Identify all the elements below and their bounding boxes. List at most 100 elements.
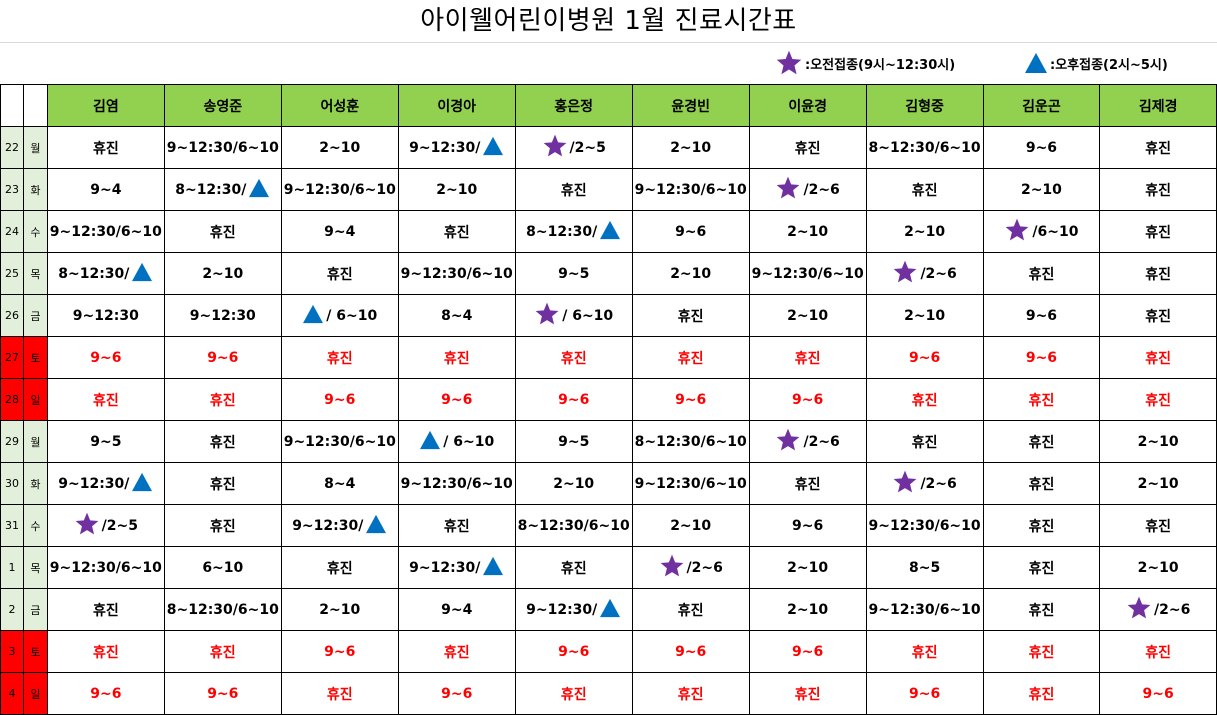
cell-text: 9~12:30/ — [292, 517, 364, 534]
schedule-cell: 2~10 — [631, 504, 750, 547]
weekday-cell: 화 — [22, 168, 48, 211]
cell-text: 8~12:30/ — [58, 265, 130, 282]
cell-text: 9~12:30/6~10 — [283, 433, 396, 450]
doctor-header: 윤경빈 — [631, 84, 750, 127]
schedule-cell: 휴진 — [514, 336, 633, 379]
schedule-cell: 2~10 — [1099, 462, 1217, 505]
schedule-cell: 휴진 — [514, 168, 633, 211]
cell-text: 휴진 — [911, 182, 938, 199]
cell-text: 9~6 — [558, 391, 590, 408]
triangle-icon — [1024, 52, 1048, 74]
cell-text: 2~10 — [787, 307, 829, 324]
cell-text: 휴진 — [1028, 266, 1055, 283]
schedule-cell: / 6~10 — [280, 294, 399, 337]
schedule-cell: /2~5 — [46, 504, 165, 547]
schedule-cell: 2~10 — [982, 168, 1101, 211]
legend-morning-vaccination: :오전접종(9시~12:30시) — [775, 42, 955, 84]
star-icon — [892, 259, 918, 289]
cell-text: 8~12:30/6~10 — [166, 601, 279, 618]
cell-text: 휴진 — [911, 644, 938, 661]
cell-text: 휴진 — [1028, 434, 1055, 451]
cell-text: 휴진 — [560, 686, 587, 703]
header-blank — [22, 84, 48, 127]
cell-text: 9~6 — [1025, 307, 1058, 324]
cell-text: 9~6 — [90, 349, 122, 366]
schedule-cell: 휴진 — [1099, 210, 1217, 253]
date-cell: 4 — [0, 672, 24, 715]
table-row: 24 수 9~12:30/6~10 휴진 9~4 휴진 8~12:30/9~6 2~10 2~1… — [0, 210, 1217, 253]
cell-text: 휴진 — [677, 602, 704, 619]
schedule-cell: 휴진 — [982, 420, 1101, 463]
schedule-cell: 휴진 — [163, 420, 282, 463]
schedule-cell: 9~6 — [280, 378, 399, 421]
star-icon — [534, 301, 560, 331]
cell-text: 휴진 — [1145, 518, 1172, 535]
cell-text: 휴진 — [1028, 518, 1055, 535]
cell-text: 휴진 — [1028, 644, 1055, 661]
cell-text: 2~10 — [202, 265, 244, 282]
cell-text: 8~12:30/ — [526, 223, 598, 240]
cell-text: 9~12:30/6~10 — [49, 559, 162, 576]
schedule-cell: 2~10 — [748, 294, 867, 337]
cell-text: 9~4 — [441, 601, 473, 618]
schedule-cell: 9~12:30/ — [280, 504, 399, 547]
schedule-cell: 6~10 — [163, 546, 282, 589]
doctor-header: 어성훈 — [280, 84, 399, 127]
cell-text: 휴진 — [1145, 350, 1172, 367]
schedule-cell: 9~6 — [865, 672, 984, 715]
cell-text: 2~10 — [904, 223, 946, 240]
schedule-cell: 9~6 — [163, 672, 282, 715]
schedule-cell: 휴진 — [982, 504, 1101, 547]
cell-text: 휴진 — [1145, 182, 1172, 199]
cell-text: 8~12:30/6~10 — [517, 517, 630, 534]
schedule-table-wrapper: 김염 송영준 어성훈 이경아 홍은정 윤경빈 이윤경 김형중 김운곤 김제경 22 월 휴진 9~12:… — [0, 84, 1217, 715]
cell-text: 2~10 — [1137, 433, 1179, 450]
weekday-cell: 토 — [22, 630, 48, 673]
star-icon — [1126, 595, 1152, 625]
cell-text: 휴진 — [911, 434, 938, 451]
cell-text: 9~6 — [324, 643, 356, 660]
cell-text: 9~6 — [441, 685, 473, 702]
table-row: 30 화 9~12:30/ 휴진 8~4 9~12:30/6~10 2~10 9~12:30… — [0, 462, 1217, 505]
schedule-cell: 9~6 — [397, 378, 516, 421]
weekday-cell: 수 — [22, 504, 48, 547]
cell-text: 휴진 — [911, 392, 938, 409]
cell-text: 9~12:30 — [189, 307, 256, 324]
cell-text: 휴진 — [326, 266, 353, 283]
schedule-cell: 2~10 — [514, 462, 633, 505]
schedule-cell: /6~10 — [982, 210, 1101, 253]
header-row: 김염 송영준 어성훈 이경아 홍은정 윤경빈 이윤경 김형중 김운곤 김제경 — [0, 84, 1217, 127]
cell-text: /2~5 — [101, 517, 138, 534]
schedule-cell: /2~6 — [865, 252, 984, 295]
weekday-cell: 수 — [22, 210, 48, 253]
doctor-header: 이윤경 — [748, 84, 867, 127]
legend-afternoon-vaccination: :오후접종(2시~5시) — [1024, 42, 1168, 84]
schedule-cell: 2~10 — [631, 126, 750, 169]
schedule-cell: 9~6 — [631, 378, 750, 421]
cell-text: 휴진 — [326, 686, 353, 703]
doctor-header: 이경아 — [397, 84, 516, 127]
schedule-cell: 휴진 — [982, 252, 1101, 295]
schedule-cell: 휴진 — [748, 126, 867, 169]
schedule-cell: 9~12:30/6~10 — [397, 462, 516, 505]
schedule-cell: 8~12:30/6~10 — [163, 588, 282, 631]
schedule-cell: 9~12:30/ — [397, 546, 516, 589]
schedule-cell: 9~6 — [982, 126, 1101, 169]
cell-text: 9~6 — [675, 643, 707, 660]
schedule-cell: 휴진 — [865, 420, 984, 463]
doctor-header: 김제경 — [1099, 84, 1217, 127]
cell-text: 9~12:30/6~10 — [283, 181, 396, 198]
schedule-cell: 9~6 — [46, 672, 165, 715]
cell-text: 2~10 — [787, 559, 829, 576]
table-row: 26 금 9~12:30 9~12:30 / 6~10 8~4 / 6~10 휴진 2~10 2… — [0, 294, 1217, 337]
schedule-cell: 휴진 — [1099, 126, 1217, 169]
cell-text: 휴진 — [443, 350, 470, 367]
schedule-cell: 휴진 — [1099, 168, 1217, 211]
cell-text: 휴진 — [92, 602, 119, 619]
star-icon — [775, 427, 801, 457]
schedule-cell: 휴진 — [514, 546, 633, 589]
schedule-cell: 2~10 — [1099, 546, 1217, 589]
cell-text: / 6~10 — [443, 433, 495, 450]
schedule-cell: 휴진 — [1099, 252, 1217, 295]
cell-text: 2~10 — [319, 139, 361, 156]
